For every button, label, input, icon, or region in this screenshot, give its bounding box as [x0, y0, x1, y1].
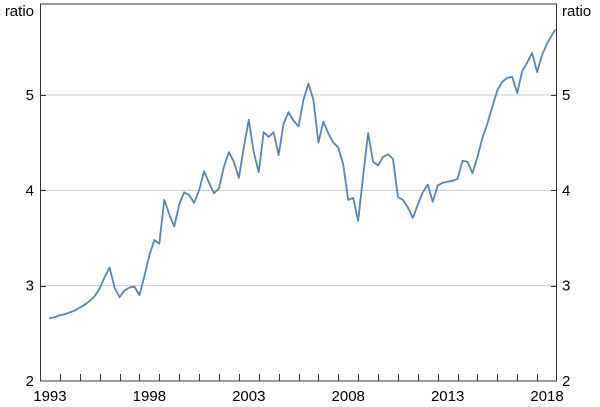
unit-label-left: ratio — [5, 3, 34, 20]
plot-frame — [40, 3, 557, 382]
x-tick-label-2013: 2013 — [431, 388, 464, 405]
y-tick-label-left-2: 2 — [26, 373, 34, 390]
x-tick-label-2008: 2008 — [332, 388, 365, 405]
x-tick-label-1998: 1998 — [133, 388, 166, 405]
y-tick-label-left-5: 5 — [26, 87, 34, 104]
y-tick-label-left-4: 4 — [26, 182, 34, 199]
x-tick-label-1993: 1993 — [33, 388, 66, 405]
price-to-income-ratio-line — [49, 29, 556, 319]
y-tick-label-right-5: 5 — [562, 87, 570, 104]
unit-label-right: ratio — [562, 3, 591, 20]
x-tick-label-2003: 2003 — [232, 388, 265, 405]
y-tick-label-left-3: 3 — [26, 278, 34, 295]
x-tick-label-2018: 2018 — [530, 388, 563, 405]
y-tick-label-right-3: 3 — [562, 278, 570, 295]
y-tick-label-right-2: 2 — [562, 373, 570, 390]
y-tick-label-right-4: 4 — [562, 182, 570, 199]
